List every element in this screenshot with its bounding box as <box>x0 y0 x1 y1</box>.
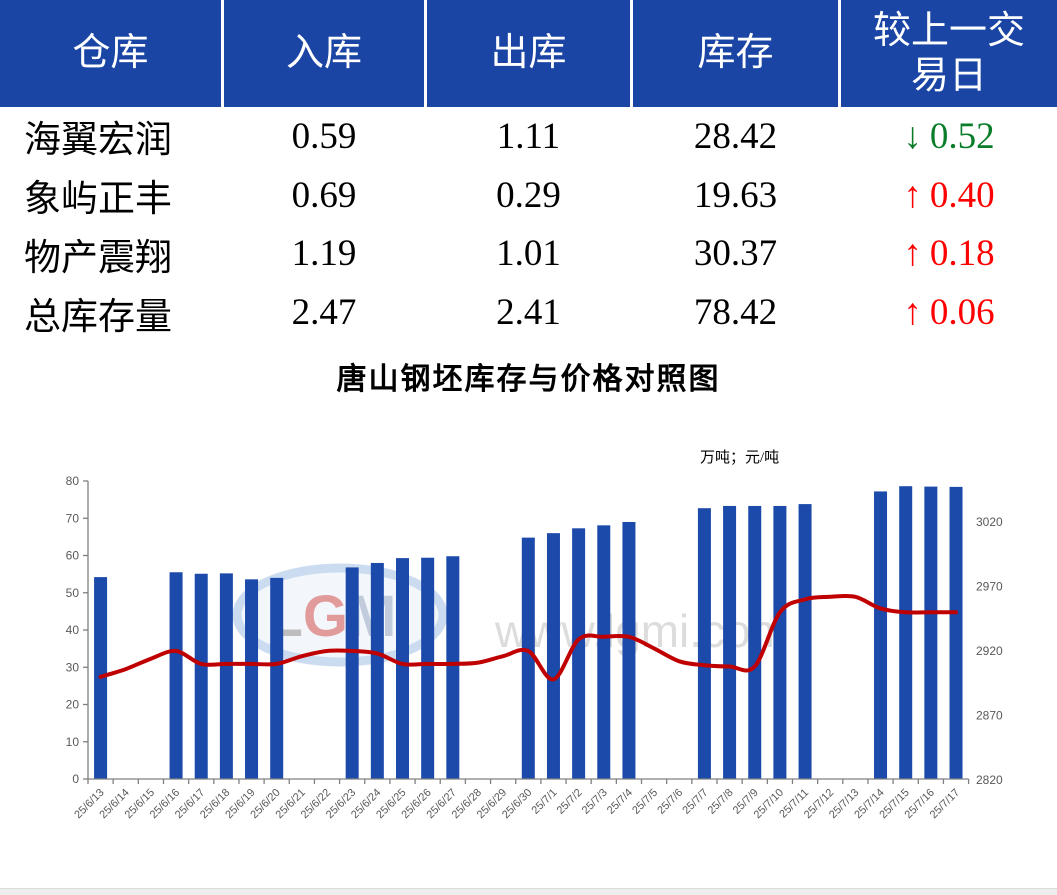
axis-units-label: 万吨；元/吨 <box>700 450 780 466</box>
x-axis-date-label: 25/7/5 <box>630 787 660 817</box>
inventory-bar <box>773 505 787 779</box>
left-axis-tick-label: 10 <box>66 735 80 749</box>
inventory-bar <box>345 567 359 779</box>
table-row: 物产震翔 1.19 1.01 30.37 ↑ 0.18 <box>0 224 1057 284</box>
inventory-bars <box>94 486 963 779</box>
right-axis-tick-label: 2870 <box>976 709 1003 723</box>
inventory-bar <box>245 579 259 779</box>
inventory-bar <box>697 508 711 779</box>
inventory-bar <box>194 573 208 779</box>
inventory-bar <box>396 558 409 779</box>
stock-value: 30.37 <box>693 233 778 275</box>
up-arrow-icon: ↑ <box>903 292 922 334</box>
warehouse-name: 总库存量 <box>24 296 172 338</box>
left-axis-tick-label: 60 <box>66 549 80 563</box>
table-row: 总库存量 2.47 2.41 78.42 ↑ 0.06 <box>0 283 1057 342</box>
inventory-bar <box>270 577 284 779</box>
x-axis-date-label: 25/7/3 <box>580 787 610 817</box>
left-axis-tick-label: 20 <box>66 698 80 712</box>
x-axis-date-label: 25/7/2 <box>555 787 585 817</box>
outbound-value: 1.01 <box>496 233 561 275</box>
col-header-outbound: 出库 <box>427 0 630 107</box>
inventory-price-chart: LGMI www.lgmi.com 0 10 20 30 40 50 60 70 80 2820 287… <box>66 474 1003 821</box>
col-header-change: 较上一交易日 <box>841 0 1057 107</box>
col-header-inbound: 入库 <box>224 0 424 107</box>
col-header-warehouse: 仓库 <box>0 0 221 107</box>
right-axis-tick-label: 2920 <box>976 644 1003 658</box>
inbound-value: 0.59 <box>291 115 357 157</box>
change-cell: ↓ 0.52 <box>841 107 1057 166</box>
inventory-bar <box>723 505 737 779</box>
chart-section: LGMI www.lgmi.com 0 10 20 30 40 50 60 70 80 2820 287… <box>0 342 1057 885</box>
inventory-bar <box>924 486 938 779</box>
lgmi-logo-icon <box>232 563 448 667</box>
table-header-row: 仓库 入库 出库 库存 较上一交易日 <box>0 0 1057 107</box>
outbound-value: 0.29 <box>496 174 561 216</box>
left-axis-tick-label: 80 <box>66 474 80 488</box>
col-header-stock: 库存 <box>633 0 838 107</box>
warehouse-name: 象屿正丰 <box>24 179 172 221</box>
inventory-bar <box>169 572 183 779</box>
table-body: 海翼宏润 0.59 1.11 28.42 ↓ 0.52 象屿正丰 0.69 0.29 19.63 ↑… <box>0 107 1057 342</box>
outbound-value: 2.41 <box>496 292 561 334</box>
warehouse-name: 物产震翔 <box>24 237 172 279</box>
change-value: 0.52 <box>929 115 995 157</box>
left-axis-tick-label: 50 <box>66 586 80 600</box>
inventory-bar <box>370 562 384 779</box>
right-axis-tick-label: 2820 <box>976 773 1003 787</box>
inventory-bar <box>446 556 460 779</box>
inbound-value: 0.69 <box>291 174 357 216</box>
inventory-bar <box>546 533 560 779</box>
left-axis-tick-label: 70 <box>66 511 80 525</box>
warehouse-name: 海翼宏润 <box>24 120 172 162</box>
inventory-bar <box>219 573 233 779</box>
outbound-value: 1.11 <box>496 115 561 157</box>
inbound-value: 2.47 <box>291 292 357 334</box>
watermark-logo-text: LGMI <box>267 584 412 649</box>
inventory-bar <box>949 486 963 779</box>
bottom-window-edge <box>0 888 1057 895</box>
price-line <box>98 593 958 682</box>
right-axis-tick-label: 3020 <box>976 515 1003 529</box>
x-axis-date-label: 25/7/6 <box>655 787 685 817</box>
inventory-bar <box>572 528 586 779</box>
inventory-bar <box>874 491 888 779</box>
change-value: 0.18 <box>929 233 995 275</box>
change-value: 0.06 <box>929 292 995 334</box>
down-arrow-icon: ↓ <box>903 115 922 157</box>
x-axis-date-label: 25/7/7 <box>680 787 710 817</box>
inventory-bar <box>521 537 535 779</box>
inventory-bar <box>748 505 762 779</box>
inventory-bar <box>622 521 636 779</box>
inventory-bar <box>798 504 812 779</box>
change-cell: ↑ 0.18 <box>841 225 1057 284</box>
inbound-value: 1.19 <box>291 233 357 275</box>
x-axis-date-label: 25/7/1 <box>529 787 559 817</box>
inventory-table: 仓库 入库 出库 库存 较上一交易日 海翼宏润 0.59 1.11 28.42 ↓ 0.5… <box>0 0 1057 342</box>
watermark-url-text: www.lgmi.com <box>494 605 789 657</box>
right-axis-tick-label: 2970 <box>976 580 1003 594</box>
table-row: 海翼宏润 0.59 1.11 28.42 ↓ 0.52 <box>0 107 1057 166</box>
left-axis-tick-label: 30 <box>66 660 80 674</box>
stock-value: 78.42 <box>693 292 778 334</box>
inventory-bar <box>597 525 611 779</box>
x-axis-date-label: 25/7/8 <box>706 787 736 817</box>
left-axis-tick-label: 40 <box>66 623 80 637</box>
chart-title: 唐山钢坯库存与价格对照图 <box>336 363 721 396</box>
change-cell: ↑ 0.40 <box>841 166 1057 225</box>
change-cell: ↑ 0.06 <box>841 283 1057 342</box>
stock-value: 28.42 <box>693 115 778 157</box>
stock-value: 19.63 <box>693 174 778 216</box>
change-value: 0.40 <box>929 174 995 216</box>
inventory-bar <box>899 486 913 779</box>
left-axis-tick-label: 0 <box>72 772 79 786</box>
up-arrow-icon: ↑ <box>903 174 922 216</box>
inventory-bar <box>421 557 435 779</box>
x-axis-date-label: 25/7/4 <box>605 787 635 817</box>
up-arrow-icon: ↑ <box>903 233 922 275</box>
table-row: 象屿正丰 0.69 0.29 19.63 ↑ 0.40 <box>0 165 1057 225</box>
